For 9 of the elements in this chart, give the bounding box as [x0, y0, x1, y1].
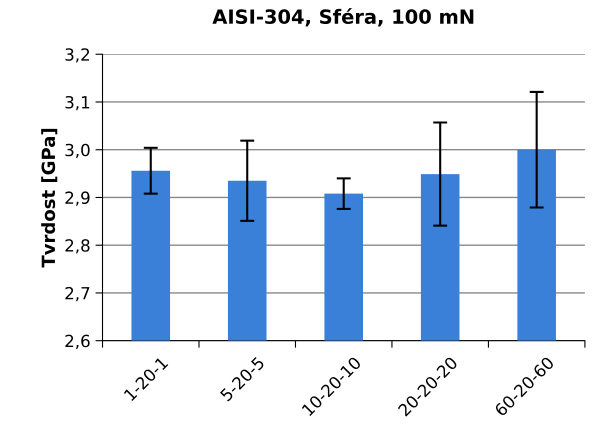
y-tick-label: 2,9 — [65, 191, 90, 206]
y-tick-label: 3,0 — [65, 144, 90, 158]
y-tick-label: 2,8 — [65, 239, 90, 254]
y-tick-label: 3,1 — [65, 96, 90, 110]
chart-title: AISI-304, Sféra, 100 mN — [212, 8, 474, 26]
y-axis-title: Tvrdost [GPa] — [41, 128, 58, 268]
y-tick-label: 2,6 — [65, 334, 90, 349]
y-tick-label: 3,2 — [65, 48, 90, 63]
y-tick-label: 2,7 — [65, 286, 90, 302]
